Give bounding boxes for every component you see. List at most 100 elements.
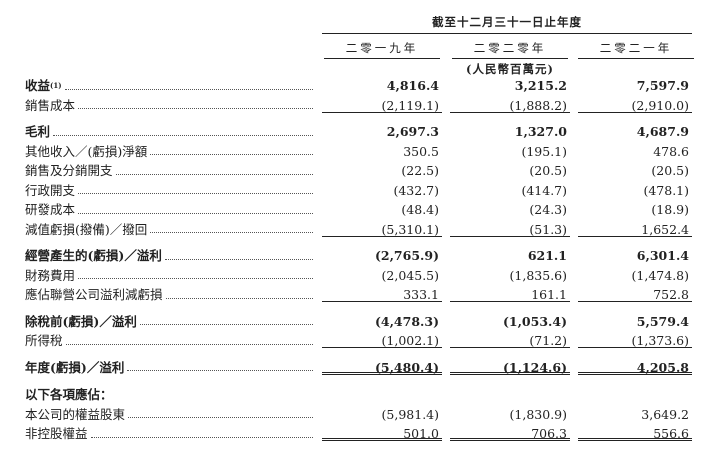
dot-leader: [90, 424, 313, 438]
value-cell: (71.2): [450, 331, 570, 348]
label-text: 毛利: [25, 124, 51, 139]
value-cell: (5,310.1): [322, 220, 442, 237]
table-row: 銷售及分銷開支 (22.5) (20.5) (20.5): [25, 161, 695, 181]
dot-leader: [78, 181, 313, 194]
row-label: 銷售成本: [25, 96, 317, 116]
table-row: 經營產生的(虧損)／溢利 (2,765.9) 621.1 6,301.4: [25, 246, 695, 266]
label-text: 行政開支: [25, 182, 76, 198]
value-cell: (432.7): [393, 182, 439, 198]
dot-leader: [64, 76, 313, 90]
unit-header: (人民幣百萬元): [466, 62, 554, 76]
value-cell: 5,579.4: [636, 313, 689, 329]
value-cell: (24.3): [529, 202, 567, 217]
table-row: 其他收入／(虧損)淨額 350.5 (195.1) 478.6: [25, 142, 695, 162]
year-header: 二零二零年: [452, 40, 568, 59]
year-header: 二零二一年: [578, 40, 694, 59]
table-row: 除稅前(虧損)／溢利 (4,478.3) (1,053.4) 5,579.4: [25, 312, 695, 332]
table-row: 應佔聯營公司溢利減虧損 333.1 161.1 752.8: [25, 285, 695, 305]
label-text: 應佔聯營公司溢利減虧損: [25, 287, 163, 302]
table-row: 以下各項應佔：: [25, 385, 695, 405]
value-cell: (20.5): [529, 163, 567, 178]
value-cell: 3,215.2: [514, 78, 567, 93]
table-row: 本公司的權益股東 (5,981.4) (1,830.9) 3,649.2: [25, 405, 695, 425]
row-label: 非控股權益: [25, 424, 317, 444]
table-row: 所得稅 (1,002.1) (71.2) (1,373.6): [25, 331, 695, 351]
value-cell: 7,597.9: [636, 78, 689, 93]
value-cell: (22.5): [401, 163, 439, 178]
table-row: 研發成本 (48.4) (24.3) (18.9): [25, 200, 695, 220]
row-label: 本公司的權益股東: [25, 405, 317, 425]
row-label: 研發成本: [25, 200, 317, 220]
dot-leader: [78, 200, 313, 214]
value-cell: 4,816.4: [386, 78, 439, 93]
year-header: 二零一九年: [324, 40, 440, 59]
value-cell: (1,474.8): [631, 267, 689, 283]
value-cell: (4,478.3): [374, 313, 439, 329]
label-text: 研發成本: [25, 202, 76, 217]
row-label: 收益 (1): [25, 76, 317, 96]
value-cell: (18.9): [651, 202, 689, 217]
dot-leader: [164, 246, 313, 260]
period-header: 截至十二月三十一日止年度: [322, 14, 692, 34]
table-row: 非控股權益 501.0 706.3 556.6: [25, 424, 695, 444]
value-cell: 1,652.4: [578, 220, 692, 237]
label-text: 其他收入／(虧損)淨額: [25, 143, 148, 159]
label-text: 經營產生的(虧損)／溢利: [25, 248, 162, 263]
row-label: 除稅前(虧損)／溢利: [25, 312, 317, 332]
dot-leader: [115, 161, 313, 175]
label-text: 年度(虧損)／溢利: [25, 359, 125, 375]
label-text: 銷售成本: [25, 97, 76, 113]
value-cell: 4,205.8: [578, 358, 692, 375]
value-cell: (2,910.0): [578, 96, 692, 113]
value-cell: 6,301.4: [636, 248, 689, 263]
row-label: 減值虧損(撥備)／撥回: [25, 220, 317, 240]
value-cell: (414.7): [521, 182, 567, 198]
table-row: 財務費用 (2,045.5) (1,835.6) (1,474.8): [25, 266, 695, 286]
label-text: 除稅前(虧損)／溢利: [25, 313, 137, 329]
value-cell: (2,765.9): [374, 248, 439, 263]
dot-leader: [139, 312, 313, 325]
label-text: 財務費用: [25, 267, 76, 283]
value-cell: 161.1: [450, 285, 570, 302]
dot-leader: [53, 122, 313, 136]
value-cell: 1,327.0: [514, 124, 567, 139]
label-text: 銷售及分銷開支: [25, 163, 113, 178]
value-cell: 501.0: [322, 424, 442, 441]
value-cell: 2,697.3: [386, 124, 439, 139]
row-label: 財務費用: [25, 266, 317, 286]
row-label: 銷售及分銷開支: [25, 161, 317, 181]
income-table: 收益 (1) 4,816.4 3,215.2 7,597.9 銷售成本 (2,119.1) (…: [25, 76, 695, 452]
row-label: 經營產生的(虧損)／溢利: [25, 246, 317, 266]
value-cell: (1,830.9): [509, 406, 567, 422]
value-cell: (5,981.4): [381, 406, 439, 422]
dot-leader: [65, 331, 313, 345]
table-row: 銷售成本 (2,119.1) (1,888.2) (2,910.0): [25, 96, 695, 116]
label-text: 所得稅: [25, 333, 63, 348]
value-cell: (1,124.6): [450, 358, 570, 375]
value-cell: 621.1: [527, 248, 567, 263]
value-cell: 556.6: [578, 424, 692, 441]
row-label: 行政開支: [25, 181, 317, 201]
row-label: 應佔聯營公司溢利減虧損: [25, 285, 317, 305]
row-label: 所得稅: [25, 331, 317, 351]
label-text: 本公司的權益股東: [25, 406, 126, 422]
value-cell: 478.6: [653, 143, 689, 159]
dot-leader: [128, 405, 313, 418]
row-label: 以下各項應佔：: [25, 385, 317, 405]
table-row: 行政開支 (432.7) (414.7) (478.1): [25, 181, 695, 201]
value-cell: 752.8: [578, 285, 692, 302]
label-text: 非控股權益: [25, 426, 88, 441]
dot-leader: [150, 142, 313, 155]
value-cell: (51.3): [450, 220, 570, 237]
value-cell: (1,053.4): [502, 313, 567, 329]
label-text: 以下各項應佔：: [25, 387, 113, 402]
label-text: 收益: [25, 78, 51, 93]
dot-leader: [78, 96, 313, 109]
value-cell: (48.4): [401, 202, 439, 217]
dot-leader: [78, 266, 313, 279]
value-cell: 350.5: [403, 143, 439, 159]
value-cell: (1,835.6): [509, 267, 567, 283]
value-cell: 4,687.9: [636, 124, 689, 139]
value-cell: (5,480.4): [322, 358, 442, 375]
